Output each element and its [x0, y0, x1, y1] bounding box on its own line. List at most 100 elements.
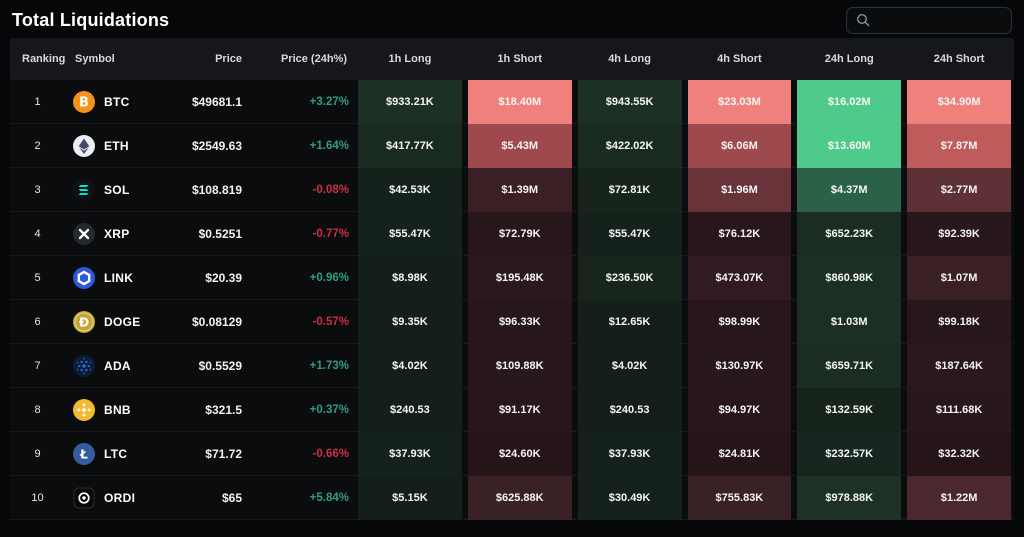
liquidation-cell-24h-long: $132.59K [797, 388, 902, 432]
col-header-label: 4h Short [717, 53, 762, 65]
symbol-label: ADA [104, 359, 131, 373]
search-icon [856, 13, 870, 27]
symbol-cell: Ð DOGE [65, 311, 175, 333]
col-header-label: Price (24h%) [280, 53, 347, 65]
price-cell: $0.5529 [198, 359, 242, 373]
liquidation-cell-24h-long: $13.60M [797, 124, 902, 168]
page-title: Total Liquidations [12, 9, 170, 30]
bnb-icon [73, 399, 95, 421]
liquidation-cell-1h-long: $417.77K [358, 124, 462, 168]
search-input[interactable] [876, 12, 1002, 28]
col-header-price-24h[interactable]: Price (24h%) [250, 53, 355, 65]
symbol-label: LINK [104, 271, 134, 285]
liquidation-cell-24h-long: $978.88K [797, 476, 902, 520]
search-box[interactable] [846, 6, 1012, 34]
symbol-label: BNB [104, 403, 131, 417]
price-change-cell: -0.66% [312, 448, 349, 460]
table-row[interactable]: 7 ADA $0.5529 +1.73% $4.02K $109.88K $4.02K $13… [10, 344, 1014, 388]
liquidation-cell-4h-long: $240.53 [577, 388, 682, 432]
col-header-symbol[interactable]: Symbol [65, 53, 175, 65]
liquidation-cell-4h-long: $422.02K [577, 124, 682, 168]
liquidation-cell-1h-long: $5.15K [358, 476, 462, 520]
liquidation-cell-4h-long: $12.65K [577, 300, 682, 344]
liquidation-cell-4h-short: $94.97K [687, 388, 792, 432]
symbol-cell: ADA [65, 355, 175, 377]
svg-text:B: B [79, 96, 89, 111]
liquidation-cell-4h-short: $755.83K [687, 476, 792, 520]
table-row[interactable]: 4 XRP $0.5251 -0.77% $55.47K $72.79K $55.47K $… [10, 212, 1014, 256]
liquidation-cell-1h-long: $42.53K [358, 168, 462, 212]
svg-text:Ł: Ł [79, 447, 88, 461]
col-header-label: Price [215, 53, 242, 65]
liquidation-cell-24h-long: $652.23K [797, 212, 902, 256]
liquidation-cell-1h-short: $5.43M [467, 124, 572, 168]
symbol-label: ORDI [104, 491, 136, 505]
rank-cell: 10 [31, 492, 44, 504]
rank-cell: 5 [34, 272, 41, 284]
price-cell: $71.72 [205, 447, 242, 461]
price-change-cell: +5.84% [309, 492, 349, 504]
liquidation-cell-1h-short: $109.88K [467, 344, 572, 388]
rank-cell: 2 [34, 140, 41, 152]
col-header-24h-short[interactable]: 24h Short [904, 53, 1014, 65]
liquidation-cell-1h-short: $195.48K [467, 256, 572, 300]
sol-icon [73, 179, 95, 201]
liquidation-cell-4h-short: $130.97K [687, 344, 792, 388]
liquidation-cell-24h-short: $7.87M [907, 124, 1011, 168]
liquidation-cell-4h-long: $37.93K [577, 432, 682, 476]
col-header-label: 24h Long [824, 53, 874, 65]
link-icon [73, 267, 95, 289]
price-change-cell: +1.73% [309, 360, 349, 372]
liquidation-cell-24h-short: $2.77M [907, 168, 1011, 212]
col-header-1h-short[interactable]: 1h Short [465, 53, 575, 65]
liquidation-cell-24h-long: $4.37M [797, 168, 902, 212]
rank-cell: 3 [34, 184, 41, 196]
ada-icon [73, 355, 95, 377]
symbol-cell: LINK [65, 267, 175, 289]
rank-cell: 1 [34, 96, 41, 108]
liquidation-cell-4h-long: $4.02K [577, 344, 682, 388]
symbol-cell: SOL [65, 179, 175, 201]
table-row[interactable]: 1 B BTC $49681.1 +3.27% $933.21K $18.40M $943.5… [10, 80, 1014, 124]
table-header-row: Ranking Symbol Price Price (24h%) 1h Long 1h … [10, 38, 1014, 80]
price-change-cell: +3.27% [309, 96, 349, 108]
ordi-icon [73, 487, 95, 509]
symbol-cell: BNB [65, 399, 175, 421]
col-header-4h-long[interactable]: 4h Long [575, 53, 685, 65]
liquidation-cell-24h-long: $16.02M [797, 80, 902, 124]
liquidation-cell-1h-short: $24.60K [467, 432, 572, 476]
symbol-cell: Ł LTC [65, 443, 175, 465]
table-row[interactable]: 2 ETH $2549.63 +1.64% $417.77K $5.43M $422.02… [10, 124, 1014, 168]
col-header-price[interactable]: Price [175, 53, 250, 65]
liquidation-cell-4h-short: $23.03M [687, 80, 792, 124]
price-cell: $108.819 [191, 183, 242, 197]
col-header-24h-long[interactable]: 24h Long [794, 53, 904, 65]
col-header-label: Ranking [22, 53, 66, 65]
col-header-label: Symbol [75, 53, 115, 65]
doge-icon: Ð [73, 311, 95, 333]
col-header-4h-short[interactable]: 4h Short [685, 53, 795, 65]
col-header-ranking[interactable]: Ranking [10, 53, 65, 65]
table-row[interactable]: 10 ORDI $65 +5.84% $5.15K $625.88K $30.49K $75… [10, 476, 1014, 520]
xrp-icon [73, 223, 95, 245]
price-change-cell: -0.77% [312, 228, 349, 240]
rank-cell: 4 [34, 228, 41, 240]
symbol-label: ETH [104, 139, 129, 153]
col-header-label: 4h Long [608, 53, 651, 65]
liquidation-cell-4h-short: $98.99K [687, 300, 792, 344]
liquidation-cell-24h-short: $187.64K [907, 344, 1011, 388]
liquidation-cell-24h-long: $860.98K [797, 256, 902, 300]
price-cell: $321.5 [205, 403, 242, 417]
table-row[interactable]: 5 LINK $20.39 +0.96% $8.98K $195.48K $236.50K… [10, 256, 1014, 300]
symbol-cell: XRP [65, 223, 175, 245]
col-header-1h-long[interactable]: 1h Long [355, 53, 465, 65]
liquidation-cell-1h-long: $933.21K [358, 80, 462, 124]
table-row[interactable]: 9 Ł LTC $71.72 -0.66% $37.93K $24.60K $37.93K $2… [10, 432, 1014, 476]
price-cell: $20.39 [205, 271, 242, 285]
table-row[interactable]: 6 Ð DOGE $0.08129 -0.57% $9.35K $96.33K $12.65… [10, 300, 1014, 344]
table-row[interactable]: 8 BNB $321.5 +0.37% $240.53 $91.17K $240.53 $94… [10, 388, 1014, 432]
liquidation-cell-24h-long: $232.57K [797, 432, 902, 476]
table-row[interactable]: 3 SOL $108.819 -0.08% $42.53K $1.39M $72.81K $… [10, 168, 1014, 212]
table-body: 1 B BTC $49681.1 +3.27% $933.21K $18.40M $943.5… [10, 80, 1014, 520]
liquidation-cell-1h-long: $240.53 [358, 388, 462, 432]
